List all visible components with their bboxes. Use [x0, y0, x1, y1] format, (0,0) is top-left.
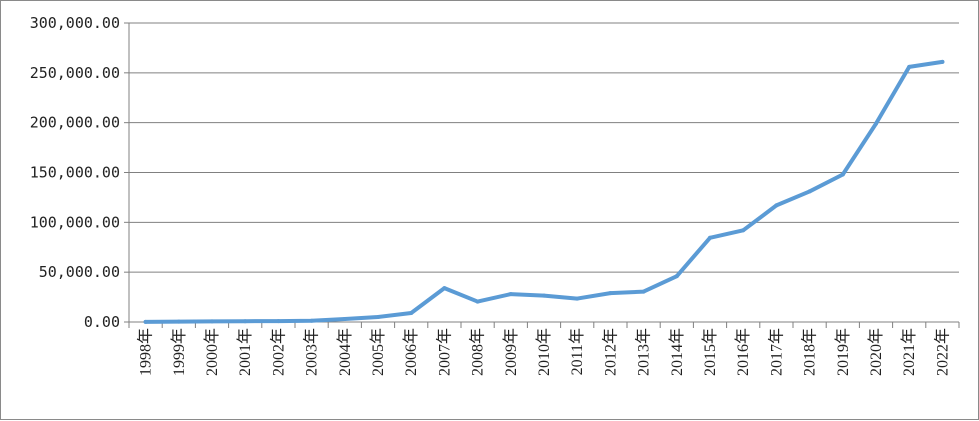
series-line [143, 59, 945, 324]
x-tick-label: 2011年 [568, 328, 586, 375]
data-point [774, 203, 779, 208]
x-tick-label: 2006年 [402, 328, 420, 376]
x-tick-label: 2009年 [502, 328, 520, 376]
data-point [342, 317, 347, 322]
x-tick-label: 2002年 [269, 328, 287, 376]
y-tick-label: 0.00 [84, 313, 120, 331]
y-tick-label: 50,000.00 [39, 263, 120, 281]
x-tick-label: 2012年 [601, 328, 619, 376]
x-tick-label: 2022年 [933, 328, 951, 376]
data-point [243, 319, 248, 324]
data-point [276, 319, 281, 324]
data-point [575, 296, 580, 301]
x-tick-label: 2021年 [900, 328, 918, 376]
x-tick-label: 2007年 [435, 328, 453, 376]
x-tick-label: 2020年 [867, 328, 885, 376]
data-point [409, 311, 414, 316]
data-point [376, 315, 380, 320]
y-tick-label: 250,000.00 [30, 64, 120, 82]
data-point [874, 121, 878, 126]
x-tick-label: 2015年 [701, 328, 719, 376]
data-point [641, 289, 646, 294]
data-point [475, 299, 480, 304]
data-point [907, 64, 912, 69]
x-tick-label: 2000年 [203, 328, 221, 376]
data-point [741, 228, 746, 233]
series-layer [143, 59, 945, 324]
data-point [143, 319, 148, 324]
x-tick-label: 2014年 [668, 328, 686, 376]
y-tick-label: 300,000.00 [30, 14, 120, 32]
data-point [840, 172, 845, 177]
x-tick-label: 2005年 [369, 328, 387, 376]
x-tick-label: 2001年 [236, 328, 254, 376]
data-point [442, 286, 447, 291]
x-axis: 1998年 1999年 2000年 2001年 2002年 2003年 2004年 2005年… [128, 321, 960, 376]
data-point [210, 319, 214, 324]
x-tick-label: 2008年 [469, 328, 487, 376]
y-axis: 0.00 50,000.00 100,000.00 150,000.00 200,000… [30, 14, 130, 331]
data-point [674, 274, 679, 279]
data-point [940, 59, 945, 64]
y-tick-label: 200,000.00 [30, 114, 120, 132]
x-tick-label: 2018年 [801, 328, 819, 376]
x-tick-label: 2017年 [767, 328, 785, 376]
y-tick-label: 100,000.00 [30, 213, 120, 231]
data-point [708, 235, 712, 240]
y-tick-label: 150,000.00 [30, 164, 120, 182]
x-tick-label: 2003年 [303, 328, 321, 376]
data-point [508, 292, 513, 297]
x-tick-label: 1998年 [137, 328, 155, 376]
x-tick-label: 2013年 [635, 328, 653, 376]
data-point [309, 318, 314, 323]
x-tick-label: 2019年 [834, 328, 852, 376]
x-tick-label: 1999年 [170, 328, 188, 376]
data-point [176, 319, 181, 324]
data-point [608, 291, 613, 296]
data-point [807, 189, 812, 194]
x-tick-label: 2016年 [734, 328, 752, 376]
x-tick-label: 2004年 [336, 328, 354, 376]
x-tick-label: 2010年 [535, 328, 553, 376]
data-point [542, 293, 546, 298]
gridlines [129, 22, 959, 273]
